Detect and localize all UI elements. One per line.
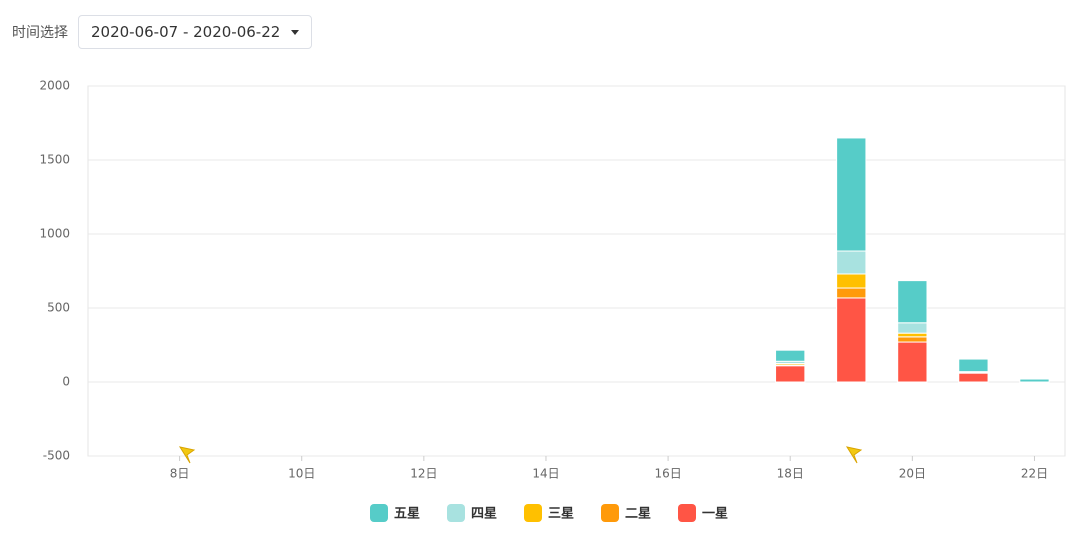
bar-segment [897, 332, 928, 338]
x-tick-label: 16日 [654, 467, 681, 481]
y-tick-label: 500 [47, 301, 70, 315]
x-tick-label: 14日 [532, 467, 559, 481]
bar-segment [897, 336, 928, 343]
bar-segment [836, 297, 867, 383]
bar-segment [836, 137, 867, 252]
bar-segment [897, 341, 928, 383]
x-tick-label: 12日 [410, 467, 437, 481]
filter-bar: 时间选择 2020-06-07 - 2020-06-22 [12, 14, 312, 50]
bar-segment [836, 273, 867, 289]
bar-segment [958, 372, 989, 383]
marker-flag [178, 446, 196, 464]
y-tick-label: 1000 [39, 227, 70, 241]
bar-segment [897, 322, 928, 334]
legend-swatch [370, 504, 388, 522]
bar-segment [836, 250, 867, 275]
y-tick-label: 2000 [39, 79, 70, 93]
x-tick-label: 8日 [170, 467, 190, 481]
legend-label: 五星 [394, 507, 420, 522]
date-range-select[interactable]: 2020-06-07 - 2020-06-22 [78, 15, 312, 49]
legend-label: 二星 [625, 507, 651, 522]
legend-swatch [678, 504, 696, 522]
legend-swatch [524, 504, 542, 522]
legend-label: 三星 [548, 507, 574, 522]
x-tick-label: 18日 [777, 467, 804, 481]
dropdown-arrow[interactable] [291, 29, 299, 35]
bar-segment [775, 365, 806, 383]
y-tick-label: -500 [43, 449, 70, 463]
legend-label: 一星 [702, 507, 728, 522]
x-tick-label: 22日 [1021, 467, 1048, 481]
bar-segment [775, 349, 806, 362]
bar-segment [897, 280, 928, 324]
legend-swatch [447, 504, 465, 522]
filter-label: 时间选择 [12, 25, 68, 41]
x-tick-label: 20日 [899, 467, 926, 481]
bar-segment [958, 358, 989, 373]
bar-segment [836, 287, 867, 299]
marks [88, 85, 1065, 457]
legend-label: 四星 [471, 507, 497, 522]
marker-flag [845, 446, 863, 464]
plot-frame [87, 85, 1066, 457]
date-range-value: 2020-06-07 - 2020-06-22 [91, 23, 281, 41]
y-tick-label: 0 [62, 375, 70, 389]
x-tick-label: 10日 [288, 467, 315, 481]
bar-segment [1019, 378, 1050, 383]
legend-swatch [601, 504, 619, 522]
y-tick-label: 1500 [39, 153, 70, 167]
